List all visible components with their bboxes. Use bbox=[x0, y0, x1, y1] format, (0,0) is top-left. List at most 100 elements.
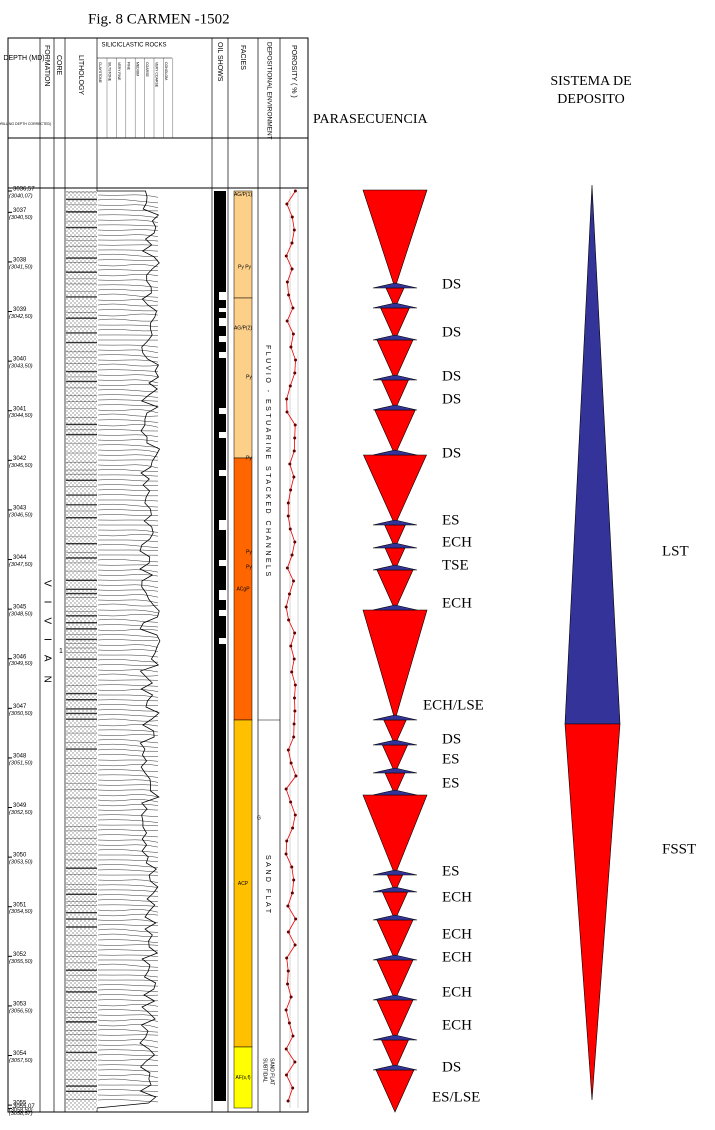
lamination bbox=[97, 849, 159, 853]
oil-gap bbox=[219, 432, 226, 438]
lamination bbox=[97, 569, 159, 573]
depth-corrected: (3048,50) bbox=[9, 612, 33, 618]
lamination bbox=[97, 449, 159, 453]
depth-label: 3037 bbox=[13, 208, 27, 214]
depth-label: 3052 bbox=[13, 952, 27, 958]
depth-corrected: (3049,50) bbox=[9, 661, 33, 667]
lamination bbox=[97, 714, 159, 717]
facies-label: ACgP bbox=[236, 586, 250, 592]
annotation: Py bbox=[246, 549, 252, 555]
depth-label: 3049 bbox=[13, 803, 27, 809]
depth-label: 3036,57 bbox=[13, 187, 35, 193]
system-fsst bbox=[564, 723, 621, 1101]
parasecuencia-label: TSE bbox=[442, 557, 469, 573]
lamination bbox=[97, 594, 159, 598]
depth-label: 3048 bbox=[13, 754, 27, 760]
grain-size: FINE bbox=[126, 62, 130, 71]
lamination bbox=[97, 984, 159, 987]
depth-label: 3046 bbox=[13, 654, 27, 660]
lamination bbox=[97, 269, 159, 271]
parasecuencia-label: ECH bbox=[442, 926, 472, 942]
lamination bbox=[97, 694, 159, 698]
depth-corrected: (3040,07) bbox=[9, 193, 33, 199]
porosity-point bbox=[293, 423, 297, 427]
lamination bbox=[97, 709, 159, 712]
lamination bbox=[97, 699, 159, 702]
parasecuencia-label: ECH bbox=[442, 595, 472, 611]
column-title: SISTEMA DE bbox=[550, 74, 631, 89]
porosity-point bbox=[293, 371, 297, 375]
porosity-point bbox=[286, 748, 290, 752]
depth-label: 3039 bbox=[13, 307, 27, 313]
lamination bbox=[97, 389, 159, 393]
lamination bbox=[97, 324, 159, 328]
environment: SAND FLAT bbox=[264, 855, 271, 916]
lamination bbox=[97, 634, 159, 638]
lamination bbox=[97, 654, 159, 658]
lamination bbox=[97, 229, 159, 231]
lamination bbox=[97, 618, 159, 623]
parasecuencia-label: ECH bbox=[442, 889, 472, 905]
header: LITHOLOGY bbox=[77, 55, 84, 95]
depth-corrected: (3047,50) bbox=[9, 562, 33, 568]
parasecuencia-label: ECH bbox=[442, 1017, 472, 1033]
lamination bbox=[97, 359, 159, 363]
lamination bbox=[97, 489, 159, 491]
triangle-blue bbox=[372, 564, 418, 571]
lamination bbox=[97, 409, 159, 414]
oil-gap bbox=[219, 638, 226, 644]
triangle-blue bbox=[372, 542, 418, 549]
lamination bbox=[97, 504, 159, 508]
grain-size: VERY COARSE bbox=[154, 62, 158, 88]
lamination bbox=[97, 509, 159, 511]
lamination bbox=[97, 884, 159, 888]
lamination bbox=[97, 1054, 159, 1056]
triangle-blue bbox=[372, 519, 418, 526]
lamination bbox=[97, 673, 159, 677]
triangle bbox=[363, 454, 427, 526]
oil-gap bbox=[219, 408, 226, 414]
lamination bbox=[97, 194, 159, 198]
lamination bbox=[97, 718, 159, 722]
triangle-blue bbox=[372, 886, 418, 893]
lamination bbox=[97, 754, 159, 757]
lamination bbox=[97, 814, 159, 817]
lamination bbox=[97, 644, 159, 648]
depth-corrected: (3041,50) bbox=[9, 264, 33, 270]
porosity-point bbox=[291, 306, 295, 310]
triangle bbox=[374, 409, 416, 456]
triangle-blue bbox=[372, 282, 418, 289]
lamination bbox=[97, 198, 159, 204]
lamination bbox=[97, 344, 159, 348]
lamination bbox=[97, 544, 159, 548]
porosity-point bbox=[293, 540, 297, 544]
porosity-point bbox=[291, 332, 295, 336]
lamination bbox=[97, 639, 159, 642]
porosity-point bbox=[285, 956, 289, 960]
porosity-point bbox=[294, 358, 298, 362]
annotation: Py bbox=[246, 455, 252, 461]
depth-label: 3040 bbox=[13, 357, 27, 363]
triangle-blue bbox=[372, 1034, 418, 1041]
porosity-point bbox=[289, 488, 293, 492]
lamination bbox=[97, 994, 159, 996]
lamination bbox=[97, 704, 159, 707]
lamination bbox=[97, 679, 159, 681]
lamination bbox=[97, 869, 159, 873]
lamination bbox=[97, 1078, 159, 1082]
lamination bbox=[97, 944, 159, 946]
lamination bbox=[97, 259, 159, 261]
depth-label: 3042 bbox=[13, 456, 27, 462]
depth-label: 3041 bbox=[13, 406, 27, 412]
environment: SUBTIDAL bbox=[262, 1058, 268, 1083]
log-frame bbox=[7, 37, 309, 1113]
porosity-point bbox=[288, 527, 292, 531]
lamination bbox=[97, 689, 159, 692]
triangle bbox=[362, 794, 428, 876]
porosity-point bbox=[284, 1073, 288, 1077]
porosity-point bbox=[289, 345, 293, 349]
lamination bbox=[97, 824, 159, 827]
lamination bbox=[97, 379, 159, 384]
lamination bbox=[97, 299, 159, 303]
